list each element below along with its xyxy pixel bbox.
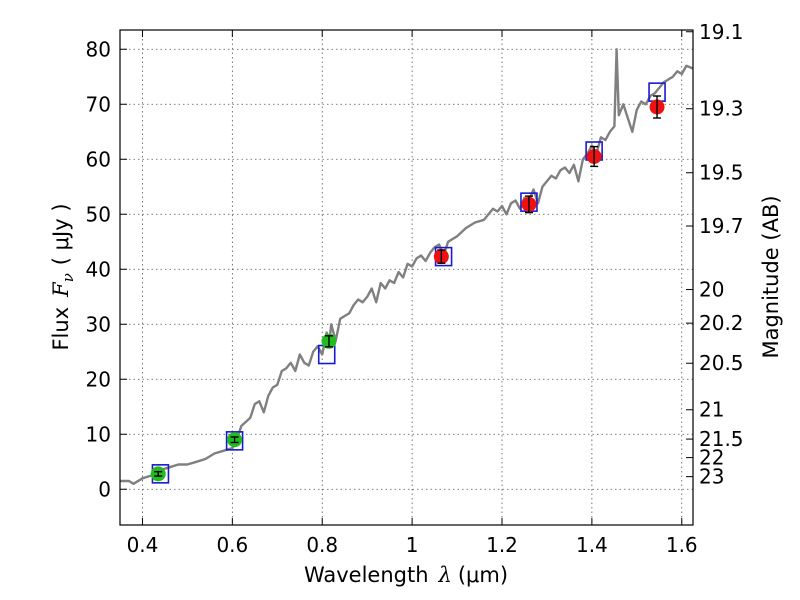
y-tick-label: 20 [86, 367, 111, 391]
x-tick-label: 1.2 [486, 533, 518, 557]
right-axis-label: Magnitude (AB) [759, 195, 783, 358]
y-tick-label: 50 [86, 202, 111, 226]
y-tick-label: 40 [86, 257, 111, 281]
magnitude-tick-label: 19.1 [699, 20, 744, 44]
magnitude-tick-label: 20 [699, 278, 724, 302]
spectrum-line [120, 48, 693, 485]
y-tick-label: 30 [86, 312, 111, 336]
x-tick-label: 1 [406, 533, 419, 557]
x-tick-label: 1.6 [666, 533, 698, 557]
y-tick-label: 80 [86, 37, 111, 61]
plot-area [120, 30, 693, 525]
axis-ticks: 0.4 0.6 0.8 1 1.2 1.4 1.6 0 10 20 30 40 50 60 70 80 19.1… [86, 20, 744, 557]
y-tick-label: 0 [98, 477, 111, 501]
magnitude-tick-label: 20.5 [699, 351, 744, 375]
y-tick-label: 10 [86, 422, 111, 446]
y-tick-label: 70 [86, 92, 111, 116]
y-tick-label: 60 [86, 147, 111, 171]
magnitude-tick-label: 20.2 [699, 311, 744, 335]
x-tick-label: 1.4 [576, 533, 608, 557]
grid-lines [120, 30, 693, 525]
magnitude-tick-label: 22 [699, 446, 724, 470]
magnitude-tick-label: 19.5 [699, 161, 744, 185]
y-axis-label: FluxFν( μJy ) [49, 203, 77, 350]
magnitude-tick-label: 21 [699, 398, 724, 422]
plot-frame [119, 29, 694, 526]
x-axis-label: Wavelength λ (μm) [304, 563, 508, 587]
magnitude-tick-label: 21.5 [699, 427, 744, 451]
magnitude-tick-label: 19.7 [699, 214, 744, 238]
data-marks [120, 48, 693, 485]
x-tick-label: 0.8 [306, 533, 338, 557]
magnitude-tick-label: 23 [699, 465, 724, 489]
x-tick-label: 0.6 [216, 533, 248, 557]
model-photometry-square [225, 431, 244, 451]
x-tick-label: 0.4 [127, 533, 159, 557]
magnitude-tick-label: 19.3 [699, 97, 744, 121]
